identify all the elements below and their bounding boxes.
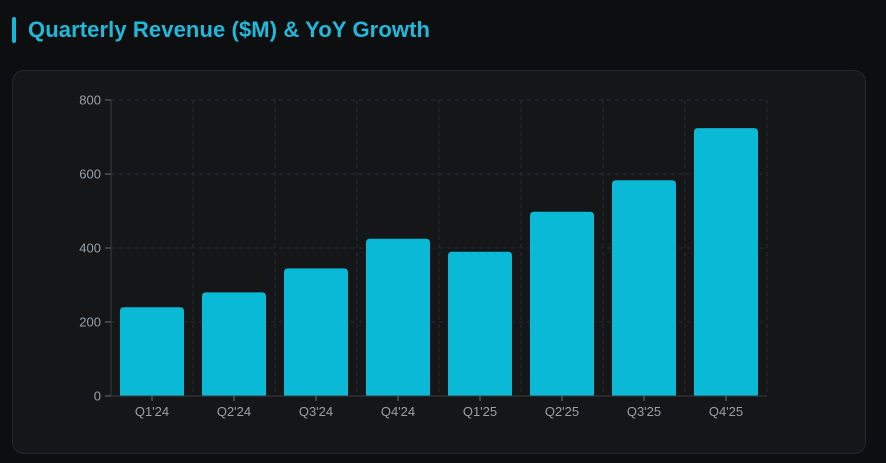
x-tick-label: Q2'24	[217, 404, 251, 419]
bar-Q1'25	[448, 251, 512, 396]
x-tick-label: Q4'24	[381, 404, 415, 419]
x-tick-label: Q3'24	[299, 404, 333, 419]
bar-Q4'25	[694, 128, 758, 396]
chart-card: 0 200 400 600 800 Q1'24 Q2'24 Q3'24 Q4'24 Q1'25 Q2…	[12, 70, 866, 454]
y-tick-label: 800	[79, 93, 101, 108]
bar-Q3'24	[284, 268, 348, 396]
x-tick-label: Q2'25	[545, 404, 579, 419]
y-tick-label: 0	[94, 389, 101, 404]
page-title: Quarterly Revenue ($M) & YoY Growth	[28, 17, 431, 42]
bar-chart: 0 200 400 600 800 Q1'24 Q2'24 Q3'24 Q4'24 Q1'25 Q2…	[79, 93, 768, 420]
chart-axes	[105, 99, 767, 401]
x-tick-label: Q3'25	[627, 404, 661, 419]
y-tick-label: 600	[79, 167, 101, 182]
bar-Q1'24	[120, 307, 184, 396]
x-tick-label: Q1'25	[463, 404, 497, 419]
chart-bars	[120, 128, 758, 396]
title-accent-bar	[12, 17, 16, 43]
x-tick-label: Q1'24	[135, 404, 169, 419]
y-tick-label: 200	[79, 315, 101, 330]
bar-Q3'25	[612, 180, 676, 396]
y-tick-label: 400	[79, 241, 101, 256]
bar-Q2'25	[530, 211, 594, 396]
chart-tick-labels: 0 200 400 600 800 Q1'24 Q2'24 Q3'24 Q4'24 Q1'25 Q2…	[79, 93, 743, 420]
bar-Q2'24	[202, 292, 266, 396]
bar-Q4'24	[366, 238, 430, 396]
chart-header: Quarterly Revenue ($M) & YoY Growth	[12, 16, 430, 44]
x-tick-label: Q4'25	[709, 404, 743, 419]
